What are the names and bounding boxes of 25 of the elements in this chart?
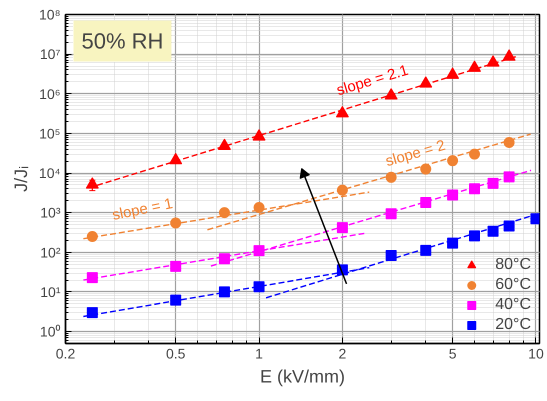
legend-label: 40°C [495,296,531,314]
y-tick-label: 10⁸ [39,6,61,22]
x-tick-label: 0.2 [56,346,76,362]
y-axis-title: J/Jᵢ [10,166,31,192]
annotation: slope = 2 [384,136,448,170]
y-tick-label: 10¹ [40,284,61,300]
y-tick-label: 10⁷ [40,46,61,62]
x-tick-label: 0.5 [166,346,186,362]
y-tick-label: 10³ [40,204,61,221]
y-tick-label: 10⁰ [40,324,61,340]
y-tick-label: 10⁶ [39,86,61,102]
x-tick-label: 2 [338,346,347,362]
y-tick-label: 10⁴ [38,165,61,182]
y-tick-label: 10⁵ [39,125,61,142]
x-tick-label: 1 [255,346,264,362]
annotation: slope = 1 [110,195,174,224]
legend-label: 80°C [495,256,531,274]
x-tick-label: 5 [448,346,457,362]
text: 50% RH [82,28,164,54]
legend-label: 60°C [495,276,531,294]
legend-label: 20°C [495,316,531,334]
x-tick-label: 10 [528,346,544,362]
y-tick-label: 10² [40,244,61,260]
annotation: slope = 2.1 [334,62,410,100]
x-axis-title: E (kV/mm) [260,366,346,386]
